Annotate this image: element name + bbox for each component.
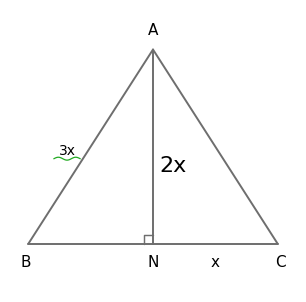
Text: B: B	[20, 255, 31, 270]
Text: x: x	[211, 255, 220, 270]
Text: C: C	[275, 255, 286, 270]
Text: 2x: 2x	[160, 156, 187, 176]
Text: A: A	[148, 23, 158, 38]
Text: 3x: 3x	[58, 143, 76, 158]
Text: N: N	[147, 255, 159, 270]
